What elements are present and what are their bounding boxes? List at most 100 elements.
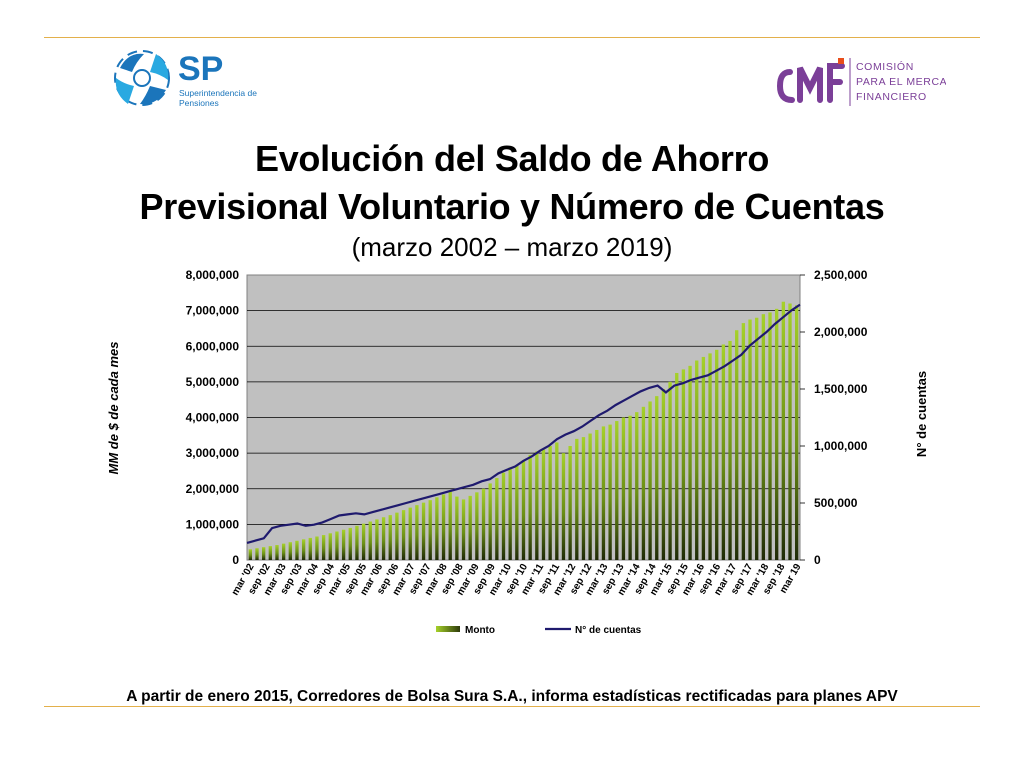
bar-monto: [541, 449, 546, 560]
bar-monto: [468, 495, 472, 560]
legend-label-monto: Monto: [465, 625, 495, 636]
footnote: A partir de enero 2015, Corredores de Bo…: [126, 688, 898, 705]
y-left-tick-label: 2,000,000: [186, 482, 240, 496]
bar-monto: [395, 512, 399, 560]
y-left-tick-label: 1,000,000: [186, 517, 240, 531]
bar-monto: [741, 323, 746, 560]
y-right-tick-label: 1,500,000: [814, 382, 868, 396]
bar-monto: [355, 525, 359, 560]
y-left-tick-label: 8,000,000: [186, 268, 240, 282]
bar-monto: [435, 497, 439, 560]
bar-monto: [301, 539, 306, 560]
bar-monto: [368, 521, 372, 560]
bar-monto: [768, 312, 772, 560]
bar-monto: [721, 344, 726, 560]
bar-monto: [321, 535, 326, 560]
cmf-mark-icon: [776, 63, 845, 103]
sp-hands-icon: [114, 50, 170, 106]
y-right-axis-title: N° de cuentas: [914, 371, 929, 457]
bar-monto: [555, 442, 559, 560]
bar-monto: [421, 502, 426, 560]
y-right-tick-label: 0: [814, 553, 821, 567]
page-title-line-2: Previsional Voluntario y Número de Cuent…: [139, 186, 885, 227]
page-subtitle: (marzo 2002 – marzo 2019): [351, 232, 673, 262]
bar-monto: [268, 546, 272, 560]
sp-logo: SP Superintendencia de Pensiones: [114, 50, 257, 108]
bar-monto: [415, 505, 419, 560]
bar-monto: [735, 330, 739, 560]
y-left-tick-label: 3,000,000: [186, 446, 240, 460]
bar-monto: [695, 360, 699, 560]
bar-monto: [515, 465, 519, 560]
bar-monto: [275, 545, 279, 560]
y-right-tick-label: 2,000,000: [814, 325, 868, 339]
bar-monto: [521, 460, 526, 560]
y-right-tick-label: 500,000: [814, 496, 858, 510]
bar-monto: [568, 446, 572, 560]
bar-monto: [548, 446, 552, 560]
bar-monto: [335, 531, 339, 560]
cmf-logo-line-1: COMISIÓN: [856, 60, 914, 73]
sp-logo-mark: SP: [178, 50, 223, 88]
bar-monto: [595, 429, 599, 560]
bar-monto: [295, 540, 299, 560]
page-title-line-1: Evolución del Saldo de Ahorro: [254, 138, 770, 179]
bar-monto: [615, 421, 619, 560]
cuentas-line: [246, 303, 801, 544]
bar-monto: [381, 517, 386, 560]
bar-monto: [448, 491, 452, 560]
bar-monto: [475, 492, 479, 560]
legend: Monto N° de cuentas: [436, 625, 642, 636]
top-rule: [44, 37, 980, 38]
y-left-tick-label: 0: [232, 553, 239, 567]
bar-monto: [588, 433, 592, 560]
bar-monto: [788, 303, 792, 560]
legend-swatch-monto: [436, 626, 460, 632]
bar-monto: [508, 467, 512, 560]
bar-monto: [528, 454, 532, 560]
bar-monto: [261, 547, 266, 560]
y-left-tick-label: 5,000,000: [186, 375, 240, 389]
bar-monto: [461, 499, 466, 560]
cmf-logo-line-2: PARA EL MERCADO: [856, 76, 946, 88]
cmf-logo: COMISIÓN PARA EL MERCADO FINANCIERO: [776, 58, 946, 106]
bar-monto: [248, 549, 252, 560]
bar-monto: [315, 536, 319, 560]
bar-monto: [675, 372, 679, 560]
bar-monto: [761, 314, 766, 560]
bottom-rule: [44, 706, 980, 707]
bar-monto: [408, 507, 412, 560]
bar-monto: [288, 542, 292, 560]
bar-monto: [628, 415, 632, 560]
y-right-tick-label: 2,500,000: [814, 268, 868, 282]
y-left-axis-title: MM de $ de cada mes: [106, 342, 121, 475]
bar-monto: [621, 417, 626, 560]
bar-monto: [401, 510, 406, 560]
bar-monto: [341, 529, 346, 560]
sp-logo-line-1: Superintendencia de: [179, 88, 257, 98]
bar-monto: [795, 305, 799, 560]
bar-monto: [608, 424, 612, 560]
bar-monto: [775, 308, 779, 560]
bar-monto: [601, 426, 606, 560]
sp-logo-line-2: Pensiones: [179, 98, 219, 108]
bar-monto: [488, 483, 492, 560]
bar-monto: [688, 365, 692, 560]
bar-monto: [328, 533, 332, 560]
bar-monto: [701, 356, 706, 560]
bar-monto: [781, 301, 786, 560]
bar-monto: [348, 527, 352, 560]
bar-monto: [648, 401, 652, 560]
monto-bars: [248, 301, 799, 560]
right-axis-ticks: 0 500,000 1,000,000 1,500,000 2,000,000 2,500…: [800, 268, 868, 567]
legend-label-cuentas: N° de cuentas: [575, 625, 642, 636]
y-right-tick-label: 1,000,000: [814, 439, 868, 453]
left-axis-ticks: 0 1,000,000 2,000,000 3,000,000 4,000,000 5,0…: [186, 268, 240, 567]
bar-monto: [681, 369, 686, 560]
bar-monto: [715, 349, 719, 560]
bar-monto: [388, 515, 392, 560]
bar-monto: [501, 472, 506, 560]
bar-monto: [481, 488, 486, 560]
y-left-tick-label: 7,000,000: [186, 304, 240, 318]
